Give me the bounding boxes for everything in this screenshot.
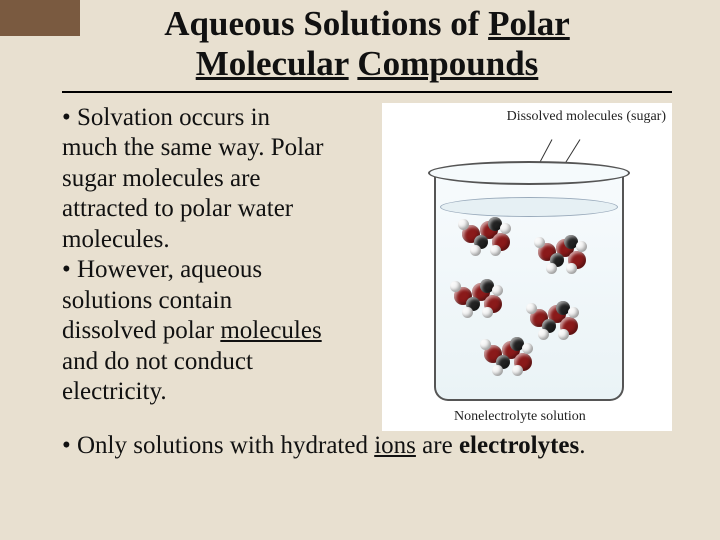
bullet-3-underline: ions: [374, 432, 416, 459]
figure-background: Dissolved molecules (sugar): [382, 103, 672, 431]
slide-title: Aqueous Solutions of Polar Molecular Com…: [62, 4, 672, 85]
slide: Aqueous Solutions of Polar Molecular Com…: [0, 0, 720, 540]
bullet-2: • However, aqueous solutions contain dis…: [62, 255, 330, 408]
molecule-cluster: [444, 273, 512, 321]
bullet-3-pre: • Only solutions with hydrated: [62, 432, 374, 459]
bullet-1-text: • Solvation occurs in much the same way.…: [62, 104, 324, 253]
beaker: [434, 151, 624, 401]
text-column: • Solvation occurs in much the same way.…: [62, 103, 330, 431]
beaker-rim: [428, 161, 630, 185]
title-underline-2: Molecular: [196, 44, 349, 83]
title-divider: [62, 91, 672, 93]
bullet-2-post: and do not conduct electricity.: [62, 348, 253, 406]
bullet-3-bold: electrolytes: [459, 432, 579, 459]
figure-column: Dissolved molecules (sugar): [340, 103, 672, 431]
title-text-pre: Aqueous Solutions of: [164, 4, 488, 43]
figure-label-bottom: Nonelectrolyte solution: [454, 409, 586, 425]
molecule-cluster: [452, 211, 520, 259]
bullet-1: • Solvation occurs in much the same way.…: [62, 103, 330, 256]
title-underline-1: Polar: [488, 4, 570, 43]
title-underline-3: Compounds: [357, 44, 538, 83]
bullet-3-post: .: [579, 432, 585, 459]
figure-label-top: Dissolved molecules (sugar): [507, 109, 666, 125]
bullet-3: • Only solutions with hydrated ions are …: [62, 431, 672, 462]
molecule-cluster: [474, 331, 542, 379]
body-row: • Solvation occurs in much the same way.…: [62, 103, 672, 431]
molecule-cluster: [528, 229, 596, 277]
bullet-3-mid: are: [416, 432, 459, 459]
bullet-2-underline: molecules: [220, 317, 321, 344]
